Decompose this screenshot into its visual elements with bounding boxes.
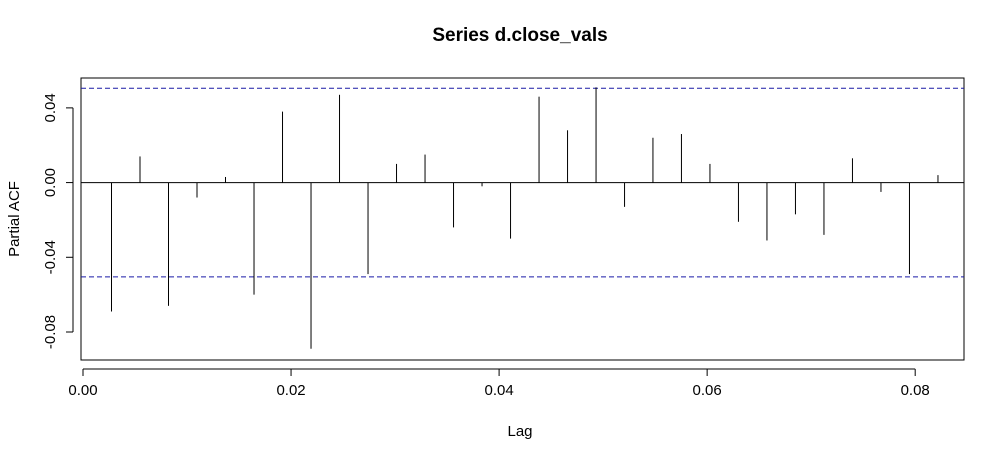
x-tick-label: 0.08 (901, 382, 930, 399)
plot-frame (80, 77, 965, 361)
chart-title: Series d.close_vals (432, 25, 607, 46)
pacf-bars (111, 87, 939, 349)
x-axis-label: Lag (507, 423, 532, 440)
x-tick-label: 0.00 (68, 382, 97, 399)
x-tick-label: 0.02 (276, 382, 305, 399)
y-tick-label: -0.08 (42, 315, 59, 349)
x-axis: 0.00 0.02 0.04 0.06 0.08 (68, 368, 930, 399)
y-tick-label: 0.00 (42, 168, 59, 197)
y-axis-label: Partial ACF (6, 181, 23, 257)
y-tick-label: -0.04 (42, 240, 59, 274)
x-tick-label: 0.06 (693, 382, 722, 399)
confidence-bounds (81, 87, 964, 278)
y-tick-label: 0.04 (42, 93, 59, 122)
y-axis: -0.08 -0.04 0.00 0.04 (42, 93, 74, 349)
x-tick-label: 0.04 (484, 382, 513, 399)
